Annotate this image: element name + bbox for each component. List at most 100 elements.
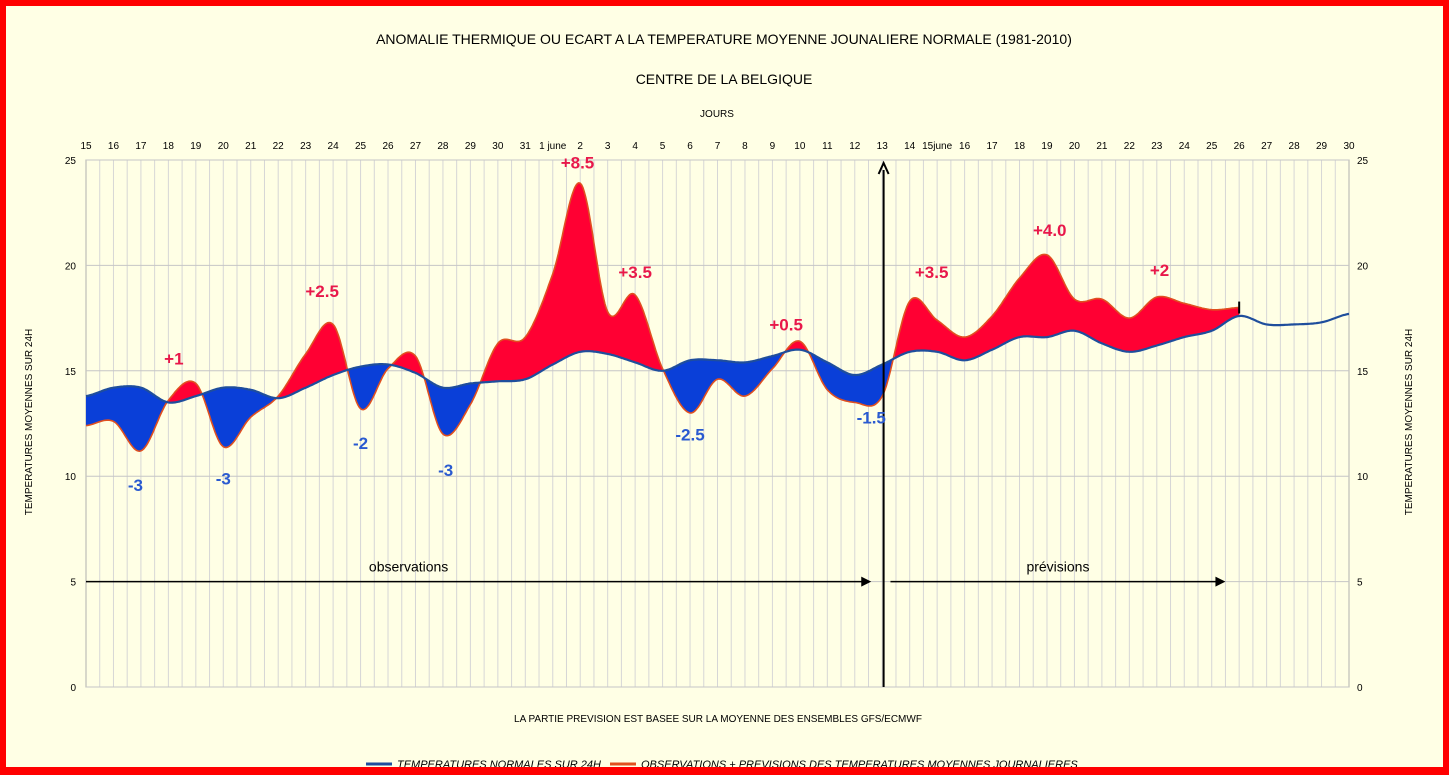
x-tick-label: 8 <box>742 141 748 152</box>
legend-label-observations: OBSERVATIONS + PREVISIONS DES TEMPERATUR… <box>641 759 1078 767</box>
y-tick-label-right: 20 <box>1357 261 1369 272</box>
y-axis-title-right: TEMPERATURES MOYENNES SUR 24H <box>1404 329 1415 516</box>
x-tick-label: 30 <box>492 141 504 152</box>
x-tick-label: 26 <box>1234 141 1246 152</box>
anomaly-chart: ANOMALIE THERMIQUE OU ECART A LA TEMPERA… <box>24 31 1415 767</box>
region-arrowhead-observations <box>861 576 872 587</box>
normals-line <box>85 312 1350 404</box>
anomaly-label: +2 <box>1150 261 1169 280</box>
x-tick-label: 6 <box>687 141 693 152</box>
x-tick-label: 18 <box>1014 141 1026 152</box>
x-tick-label: 29 <box>1316 141 1328 152</box>
anomaly-fill-above <box>276 322 349 399</box>
x-tick-label: 18 <box>163 141 175 152</box>
anomaly-label: +0.5 <box>769 316 803 335</box>
chart-title: ANOMALIE THERMIQUE OU ECART A LA TEMPERA… <box>376 31 1072 47</box>
anomaly-fill-above <box>481 182 664 383</box>
x-tick-label: 22 <box>1124 141 1136 152</box>
anomaly-fills <box>86 182 1240 452</box>
legend-label-normals: TEMPERATURES NORMALES SUR 24H <box>397 759 601 767</box>
region-arrowhead-forecast <box>1215 576 1226 587</box>
anomaly-label: -3 <box>438 461 453 480</box>
x-tick-label: 29 <box>465 141 477 152</box>
y-axis-title-left: TEMPERATURES MOYENNES SUR 24H <box>24 329 35 516</box>
x-tick-label: 30 <box>1343 141 1355 152</box>
x-tick-label: 5 <box>660 141 666 152</box>
x-tick-label: 16 <box>959 141 971 152</box>
y-tick-label-left: 0 <box>70 683 76 694</box>
x-tick-label: 16 <box>108 141 120 152</box>
x-tick-label: 25 <box>355 141 367 152</box>
x-tick-label: 24 <box>1179 141 1191 152</box>
anomaly-fill-below <box>86 386 169 452</box>
x-tick-label: 24 <box>328 141 340 152</box>
x-tick-label: 26 <box>382 141 394 152</box>
x-tick-label: 23 <box>300 141 312 152</box>
region-label-forecast: prévisions <box>1026 559 1089 575</box>
today-marker-arrowhead <box>877 160 890 175</box>
anomaly-label: +3.5 <box>915 263 949 282</box>
x-tick-label: 13 <box>877 141 889 152</box>
anomaly-label: +3.5 <box>618 263 652 282</box>
anomaly-fill-below <box>425 378 482 436</box>
x-tick-label: 31 <box>520 141 532 152</box>
x-tick-label: 12 <box>849 141 861 152</box>
x-axis-title: JOURS <box>700 109 734 120</box>
anomaly-fill-above <box>168 381 203 403</box>
y-tick-label-left: 20 <box>65 261 77 272</box>
x-tick-label: 21 <box>1096 141 1108 152</box>
region-label-observations: observations <box>369 559 448 575</box>
chart-subtitle: CENTRE DE LA BELGIQUE <box>636 71 813 87</box>
x-tick-label: 3 <box>605 141 611 152</box>
x-tick-label: 17 <box>135 141 147 152</box>
x-tick-label: 28 <box>1289 141 1301 152</box>
x-tick-label: 27 <box>410 141 422 152</box>
x-tick-label: 20 <box>218 141 230 152</box>
x-tick-label: 28 <box>437 141 449 152</box>
anomaly-fill-above <box>894 254 1240 361</box>
x-tick-label: 7 <box>715 141 721 152</box>
x-tick-label: 22 <box>273 141 285 152</box>
anomaly-label: +1 <box>164 349 183 368</box>
x-tick-label: 15 <box>80 141 92 152</box>
y-tick-label-right: 5 <box>1357 578 1363 589</box>
anomaly-fill-below <box>348 364 393 410</box>
anomaly-label: +2.5 <box>305 282 339 301</box>
x-tick-label: 20 <box>1069 141 1081 152</box>
x-tick-label: 17 <box>987 141 999 152</box>
x-tick-label: 14 <box>904 141 916 152</box>
y-tick-label-right: 0 <box>1357 683 1363 694</box>
footer-note: LA PARTIE PREVISION EST BASEE SUR LA MOY… <box>514 714 922 725</box>
legend: TEMPERATURES NORMALES SUR 24H OBSERVATIO… <box>366 759 1078 767</box>
anomaly-label: +8.5 <box>561 153 595 172</box>
anomaly-label: -2 <box>353 434 368 453</box>
anomaly-label: -2.5 <box>675 425 704 444</box>
series-lines <box>85 181 1350 453</box>
anomaly-fill-below <box>202 387 277 448</box>
anomaly-label: -3 <box>128 476 143 495</box>
x-tick-label: 23 <box>1151 141 1163 152</box>
x-tick-label: 19 <box>1041 141 1053 152</box>
y-tick-label-right: 10 <box>1357 472 1369 483</box>
observations-line <box>85 181 1240 453</box>
x-tick-label: 1 june <box>539 141 567 152</box>
y-tick-label-right: 15 <box>1357 367 1369 378</box>
x-tick-label: 25 <box>1206 141 1218 152</box>
x-tick-label: 19 <box>190 141 202 152</box>
chart-frame: ANOMALIE THERMIQUE OU ECART A LA TEMPERA… <box>6 6 1443 767</box>
x-tick-label: 21 <box>245 141 257 152</box>
x-tick-label: 2 <box>577 141 583 152</box>
y-tick-label-right: 25 <box>1357 156 1369 167</box>
anomaly-label: -3 <box>216 470 231 489</box>
y-tick-label-left: 25 <box>65 156 77 167</box>
x-tick-label: 27 <box>1261 141 1273 152</box>
anomaly-label: -1.5 <box>857 409 886 428</box>
anomaly-label: +4.0 <box>1033 221 1067 240</box>
x-tick-label: 4 <box>632 141 638 152</box>
x-tick-label: 15june <box>922 141 952 152</box>
y-tick-label-left: 15 <box>65 367 77 378</box>
y-tick-label-left: 10 <box>65 472 77 483</box>
x-tick-label: 11 <box>822 141 833 152</box>
anomaly-fill-below <box>664 352 785 413</box>
